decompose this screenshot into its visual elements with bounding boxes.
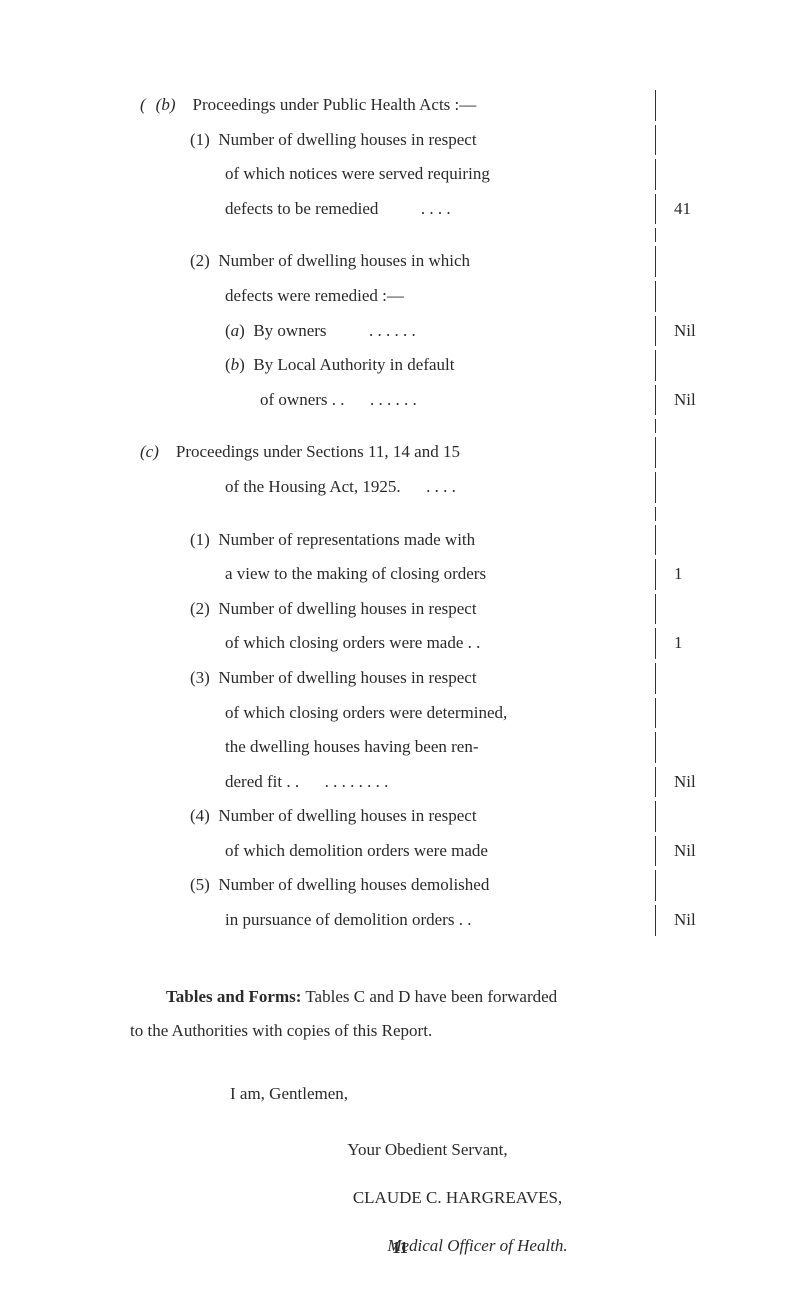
c5-line2: in pursuance of demolition orders . . Ni… bbox=[130, 905, 705, 936]
c3-line2: of which closing orders were determined, bbox=[130, 698, 705, 729]
b2-marker: (2) bbox=[190, 251, 210, 270]
c2-text1: Number of dwelling houses in respect bbox=[218, 599, 476, 618]
spacer bbox=[130, 419, 705, 433]
c5-value: Nil bbox=[674, 905, 696, 936]
section-c-header2: of the Housing Act, 1925. . . . . bbox=[130, 472, 705, 503]
c3-marker: (3) bbox=[190, 668, 210, 687]
section-c-dots: . . . . bbox=[426, 477, 456, 496]
c5-marker: (5) bbox=[190, 875, 210, 894]
b2a-text: By owners bbox=[253, 321, 326, 340]
b2a-marker: (a) bbox=[225, 321, 245, 340]
section-c-title1: Proceedings under Sections 11, 14 and 15 bbox=[176, 442, 460, 461]
c3-text3: the dwelling houses having been ren- bbox=[225, 737, 479, 756]
b1-text1: Number of dwelling houses in respect bbox=[218, 130, 476, 149]
spacer bbox=[130, 228, 705, 242]
c3-text4: dered fit . . bbox=[225, 772, 299, 791]
b2a-value: Nil bbox=[674, 316, 696, 347]
c3-line3: the dwelling houses having been ren- bbox=[130, 732, 705, 763]
c2-value: 1 bbox=[674, 628, 683, 659]
b2b-value: Nil bbox=[674, 385, 696, 416]
b2b-line1: (b) By Local Authority in default bbox=[130, 350, 705, 381]
b1-line2: of which notices were served requiring bbox=[130, 159, 705, 190]
b2a-line: (a) By owners . . . . . . Nil bbox=[130, 316, 705, 347]
c4-line1: (4) Number of dwelling houses in respect bbox=[130, 801, 705, 832]
b2b-line2: of owners . . . . . . . . Nil bbox=[130, 385, 705, 416]
b1-value: 41 bbox=[674, 194, 691, 225]
b2-line2: defects were remedied :— bbox=[130, 281, 705, 312]
c1-marker: (1) bbox=[190, 530, 210, 549]
marker-b: ( bbox=[140, 95, 146, 114]
c4-text1: Number of dwelling houses in respect bbox=[218, 806, 476, 825]
b2-line1: (2) Number of dwelling houses in which bbox=[130, 246, 705, 277]
c3-text1: Number of dwelling houses in respect bbox=[218, 668, 476, 687]
tables-rest: Tables C and D have been forwarded bbox=[301, 987, 557, 1006]
b1-text2: of which notices were served requiring bbox=[225, 164, 490, 183]
b2b-text2: of owners . . bbox=[260, 390, 345, 409]
tables-line1: Tables and Forms: Tables C and D have be… bbox=[130, 980, 705, 1014]
c2-line1: (2) Number of dwelling houses in respect bbox=[130, 594, 705, 625]
tables-section: Tables and Forms: Tables C and D have be… bbox=[130, 980, 705, 1048]
b1-line3: defects to be remedied . . . . 41 bbox=[130, 194, 705, 225]
c4-line2: of which demolition orders were made Nil bbox=[130, 836, 705, 867]
c3-line1: (3) Number of dwelling houses in respect bbox=[130, 663, 705, 694]
gentlemen: I am, Gentlemen, bbox=[130, 1084, 705, 1104]
c3-text2: of which closing orders were determined, bbox=[225, 703, 507, 722]
obedient: Your Obedient Servant, bbox=[130, 1140, 705, 1160]
c2-line2: of which closing orders were made . . 1 bbox=[130, 628, 705, 659]
section-c-header: (c) Proceedings under Sections 11, 14 an… bbox=[130, 437, 705, 468]
section-b-marker: (b) bbox=[156, 95, 176, 114]
page-number: 11 bbox=[392, 1238, 408, 1258]
signature-name: CLAUDE C. HARGREAVES, bbox=[130, 1188, 705, 1208]
c4-text2: of which demolition orders were made bbox=[225, 841, 488, 860]
c1-value: 1 bbox=[674, 559, 683, 590]
c1-line2: a view to the making of closing orders 1 bbox=[130, 559, 705, 590]
tables-line2: to the Authorities with copies of this R… bbox=[130, 1014, 705, 1048]
section-b-title: Proceedings under Public Health Acts :— bbox=[193, 95, 477, 114]
c1-text1: Number of representations made with bbox=[218, 530, 475, 549]
c5-text2: in pursuance of demolition orders . . bbox=[225, 910, 471, 929]
spacer bbox=[130, 507, 705, 521]
b2b-text: By Local Authority in default bbox=[253, 355, 454, 374]
c4-value: Nil bbox=[674, 836, 696, 867]
c1-line1: (1) Number of representations made with bbox=[130, 525, 705, 556]
b2a-dots: . . . . . . bbox=[369, 321, 416, 340]
b2-text2: defects were remedied :— bbox=[225, 286, 404, 305]
c1-text2: a view to the making of closing orders bbox=[225, 564, 486, 583]
c5-line1: (5) Number of dwelling houses demolished bbox=[130, 870, 705, 901]
tables-bold: Tables and Forms: bbox=[166, 987, 301, 1006]
b2b-marker: (b) bbox=[225, 355, 245, 374]
c3-value: Nil bbox=[674, 767, 696, 798]
c2-text2: of which closing orders were made . . bbox=[225, 633, 480, 652]
c3-line4: dered fit . . . . . . . . . . Nil bbox=[130, 767, 705, 798]
section-b-header: ( (b) Proceedings under Public Health Act… bbox=[130, 90, 705, 121]
b1-line1: (1) Number of dwelling houses in respect bbox=[130, 125, 705, 156]
b1-text3: defects to be remedied bbox=[225, 199, 378, 218]
b2-text1: Number of dwelling houses in which bbox=[218, 251, 470, 270]
c3-dots: . . . . . . . . bbox=[325, 772, 389, 791]
signature-title: Medical Officer of Health. bbox=[130, 1236, 705, 1256]
c4-marker: (4) bbox=[190, 806, 210, 825]
section-c-title2: of the Housing Act, 1925. bbox=[225, 477, 401, 496]
section-c-marker: (c) bbox=[140, 442, 159, 461]
c2-marker: (2) bbox=[190, 599, 210, 618]
c5-text1: Number of dwelling houses demolished bbox=[218, 875, 489, 894]
document-content: ( (b) Proceedings under Public Health Act… bbox=[130, 90, 705, 940]
b1-marker: (1) bbox=[190, 130, 210, 149]
b2b-dots: . . . . . . bbox=[370, 390, 417, 409]
b1-dots: . . . . bbox=[421, 199, 451, 218]
